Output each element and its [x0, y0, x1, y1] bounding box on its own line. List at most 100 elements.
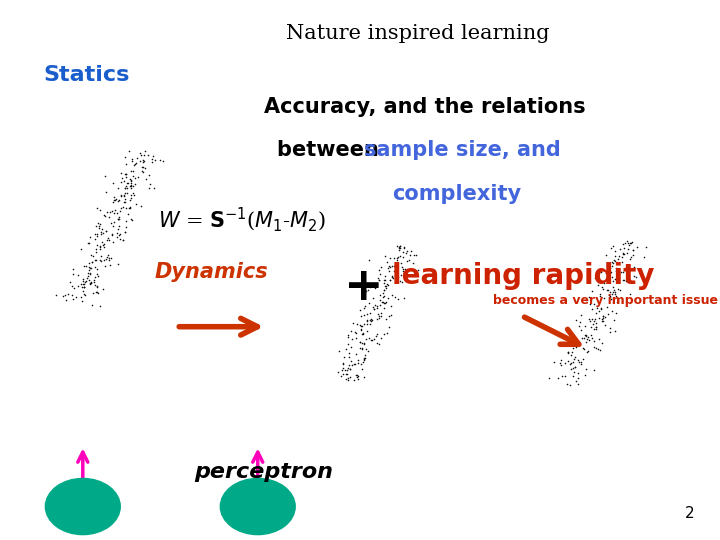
Point	[374, 276, 385, 285]
Point	[362, 347, 374, 355]
Point	[390, 272, 402, 280]
Point	[595, 305, 607, 314]
Point	[72, 282, 84, 291]
Point	[125, 179, 136, 187]
Point	[585, 330, 596, 339]
Point	[628, 272, 639, 280]
Point	[75, 280, 86, 289]
Point	[372, 279, 383, 288]
Point	[598, 312, 609, 320]
Point	[84, 279, 96, 287]
Point	[562, 347, 573, 356]
Point	[341, 369, 353, 378]
Point	[618, 239, 630, 248]
Point	[543, 373, 554, 382]
Point	[135, 150, 147, 159]
Point	[105, 253, 117, 262]
Point	[368, 305, 379, 313]
Point	[148, 184, 159, 192]
Point	[346, 335, 357, 343]
Text: perceptron: perceptron	[194, 462, 333, 483]
Point	[382, 281, 393, 289]
Point	[394, 252, 405, 260]
Point	[566, 364, 577, 373]
Point	[364, 282, 376, 291]
Point	[379, 286, 390, 294]
Point	[624, 290, 636, 299]
Point	[125, 190, 137, 199]
Point	[620, 277, 631, 286]
Point	[374, 295, 386, 304]
Point	[372, 301, 383, 310]
Point	[622, 239, 634, 247]
Point	[575, 310, 587, 319]
Point	[112, 209, 123, 218]
Point	[92, 289, 104, 298]
Point	[342, 333, 354, 342]
Point	[68, 294, 79, 303]
Circle shape	[220, 478, 295, 535]
Point	[590, 323, 602, 332]
Point	[107, 238, 119, 246]
Point	[114, 235, 126, 244]
Point	[628, 251, 639, 259]
Point	[78, 282, 90, 291]
Point	[615, 268, 626, 276]
Point	[597, 285, 608, 293]
Point	[613, 286, 625, 294]
Point	[572, 355, 583, 364]
Point	[109, 206, 120, 214]
Point	[377, 288, 388, 297]
Point	[344, 373, 356, 381]
Point	[608, 255, 619, 264]
Point	[116, 203, 127, 212]
Point	[88, 277, 99, 286]
Point	[116, 192, 127, 200]
Point	[568, 332, 580, 340]
Point	[621, 237, 632, 245]
Point	[609, 326, 621, 335]
Point	[66, 281, 77, 290]
Point	[593, 345, 604, 354]
Point	[603, 310, 614, 319]
Point	[101, 227, 112, 235]
Point	[352, 356, 364, 364]
Point	[91, 265, 103, 274]
Point	[66, 290, 77, 299]
Point	[580, 321, 591, 330]
Point	[355, 312, 366, 321]
Point	[119, 198, 130, 206]
Point	[138, 151, 150, 159]
Point	[588, 300, 600, 308]
Point	[380, 315, 392, 324]
Point	[611, 298, 623, 306]
Point	[86, 279, 97, 287]
Point	[78, 262, 90, 271]
Point	[82, 272, 94, 280]
Point	[111, 194, 122, 203]
Point	[119, 194, 130, 203]
Point	[88, 252, 99, 260]
Point	[348, 360, 360, 369]
Point	[137, 166, 148, 175]
Point	[130, 173, 141, 182]
Point	[94, 206, 105, 214]
Point	[617, 275, 629, 284]
Point	[140, 175, 151, 184]
Point	[573, 358, 585, 367]
Point	[585, 323, 596, 332]
Point	[98, 242, 109, 251]
Point	[584, 300, 595, 308]
Point	[379, 272, 390, 280]
Point	[386, 261, 397, 270]
Point	[120, 216, 132, 225]
Point	[564, 360, 575, 368]
Point	[394, 241, 405, 250]
Point	[613, 252, 624, 260]
Point	[591, 302, 603, 310]
Point	[359, 356, 370, 364]
Point	[84, 264, 95, 272]
Point	[371, 329, 382, 338]
Point	[82, 268, 94, 277]
Point	[128, 161, 140, 170]
